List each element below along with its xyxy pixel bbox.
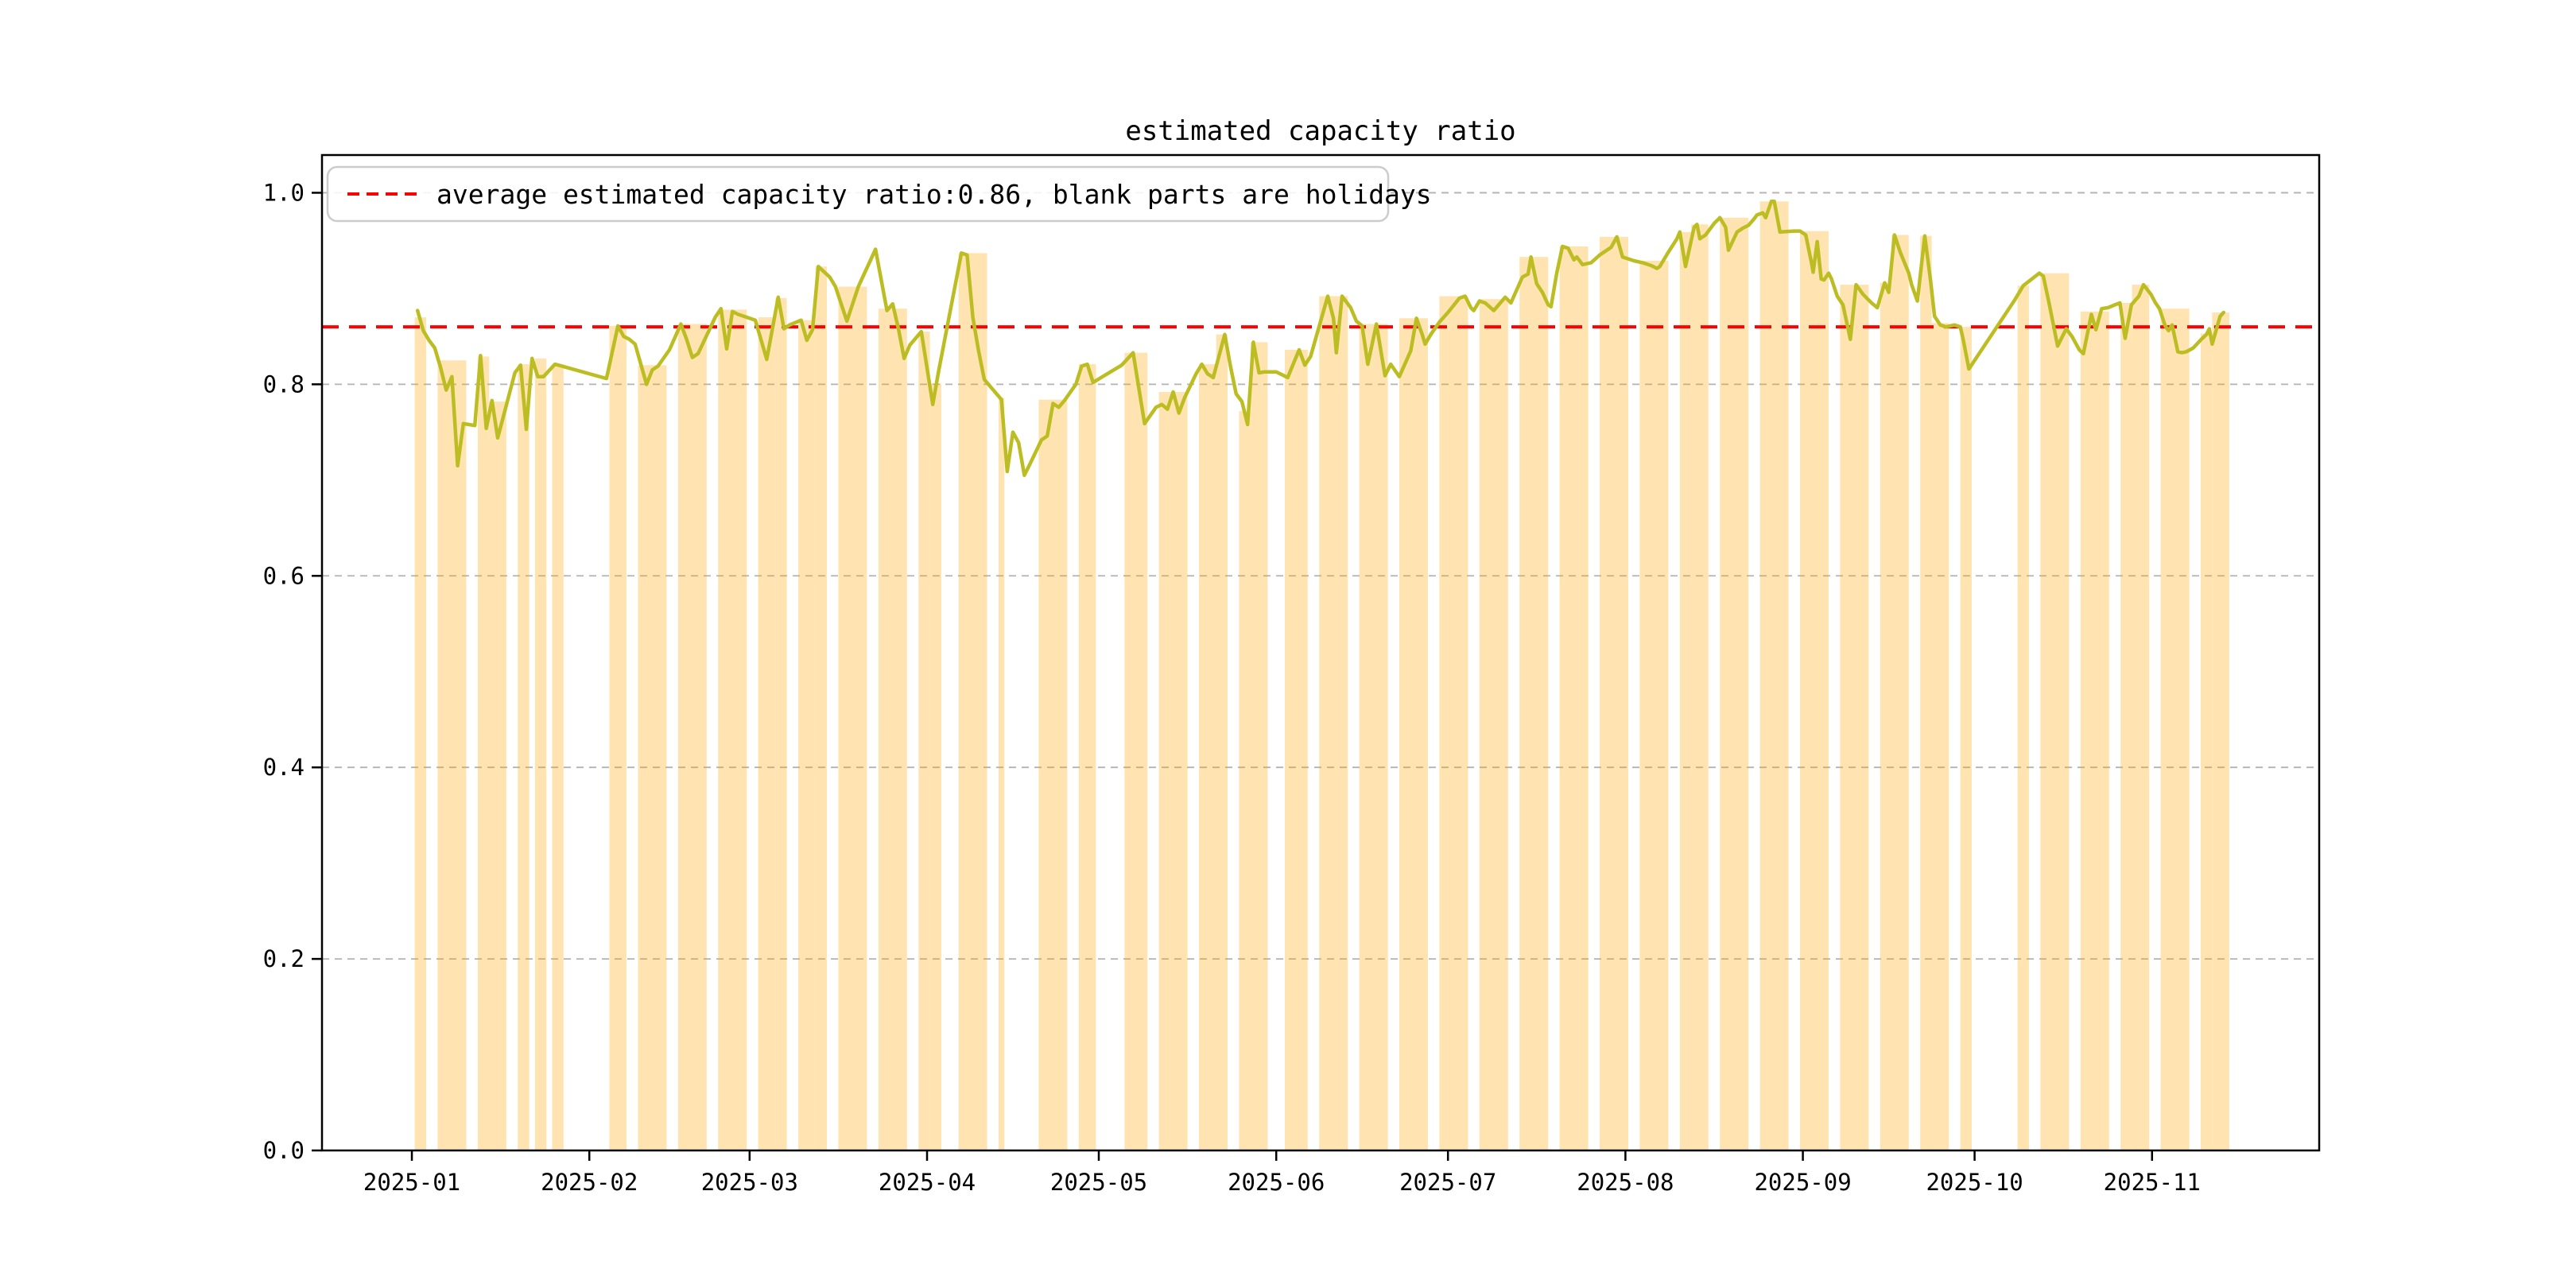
legend-label: average estimated capacity ratio:0.86, b… [436,179,1432,210]
y-tick-label: 0.0 [263,1137,305,1164]
x-tick-label: 2025-10 [1926,1169,2023,1196]
workday-bar [1880,282,1892,1150]
workday-bar [1891,235,1909,1150]
workday-bar [2160,308,2190,1151]
workday-bar [718,309,747,1150]
workday-bar [2040,273,2070,1150]
workday-bar [677,324,707,1150]
workday-bar [1799,231,1829,1150]
chart-title: estimated capacity ratio [1125,115,1515,147]
workday-bar [1124,352,1148,1150]
workday-bar [1439,296,1468,1151]
workday-bar [414,317,427,1150]
workday-bar [1479,299,1508,1150]
workday-bar [929,383,942,1150]
workday-bar [1078,364,1096,1150]
workday-bar [638,365,667,1150]
workday-bar [1931,323,1949,1151]
workday-bar [999,398,1005,1150]
workday-bar [609,325,627,1150]
workday-bar [775,297,787,1150]
workday-bar [1599,236,1628,1150]
workday-bar [1559,246,1589,1150]
workday-bar [518,364,530,1150]
workday-bar [798,320,816,1151]
workday-bar [1158,392,1188,1151]
workday-bar [534,358,547,1151]
x-tick-label: 2025-03 [701,1169,798,1196]
workday-bar [838,286,867,1151]
legend-box [326,165,1390,223]
x-tick-label: 2025-07 [1399,1169,1496,1196]
workday-bar [815,266,828,1150]
y-tick-label: 0.2 [263,945,305,972]
plot-frame [320,153,2321,1152]
workday-bar [1920,235,1932,1150]
workday-bar [1960,327,1972,1150]
workday-bar [2200,333,2213,1150]
workday-bar [1038,399,1068,1151]
workday-bar [2017,285,2029,1150]
workday-bar [2212,312,2229,1150]
workday-bar [1840,285,1869,1150]
capacity-ratio-line [415,200,2226,478]
workday-bar [1319,296,1348,1151]
legend: average estimated capacity ratio:0.86, b… [326,165,1432,223]
workday-bar [1285,350,1308,1150]
workday-bar [1519,257,1549,1150]
workday-bar [918,332,930,1150]
workday-bar [2080,311,2109,1150]
workday-bar [1250,342,1268,1151]
y-tick-label: 0.6 [263,562,305,589]
workday-bar [489,402,506,1150]
holiday-bars-layer [414,201,2229,1151]
axes-layer [320,153,2321,1152]
workday-bar [1679,231,1692,1150]
workday-bar [477,356,490,1151]
workday-bar [1759,201,1789,1150]
capacity-line-layer [415,200,2226,478]
x-tick-label: 2025-04 [879,1169,976,1196]
x-tick-label: 2025-06 [1228,1169,1325,1196]
y-tick-label: 0.8 [263,370,305,398]
workday-bar [1399,318,1428,1151]
workday-bar [437,360,467,1150]
workday-bar [958,253,987,1151]
workday-bar [1691,224,1709,1151]
workday-bar [1216,334,1228,1151]
x-tick-label: 2025-08 [1577,1169,1674,1196]
workday-bar [1239,411,1251,1150]
y-tick-label: 1.0 [263,179,305,206]
x-tick-label: 2025-01 [363,1169,460,1196]
workday-bar [878,308,907,1151]
tick-labels-layer: 0.0 0.2 0.4 0.6 0.8 1.0 2025-01 2025-02 2025-03 2… [263,179,2201,1196]
workday-bar [2132,285,2150,1150]
workday-bar [1720,217,1749,1150]
workday-bar [758,317,776,1150]
y-tick-label: 0.4 [263,754,305,781]
workday-bar [1639,260,1669,1150]
x-tick-label: 2025-02 [541,1169,638,1196]
workday-bar [552,364,564,1150]
x-tick-label: 2025-05 [1050,1169,1147,1196]
workday-bar [1199,364,1216,1150]
workday-bar [1359,324,1388,1150]
workday-bar [2120,302,2132,1150]
x-tick-label: 2025-09 [1754,1169,1851,1196]
x-tick-label: 2025-11 [2104,1169,2201,1196]
